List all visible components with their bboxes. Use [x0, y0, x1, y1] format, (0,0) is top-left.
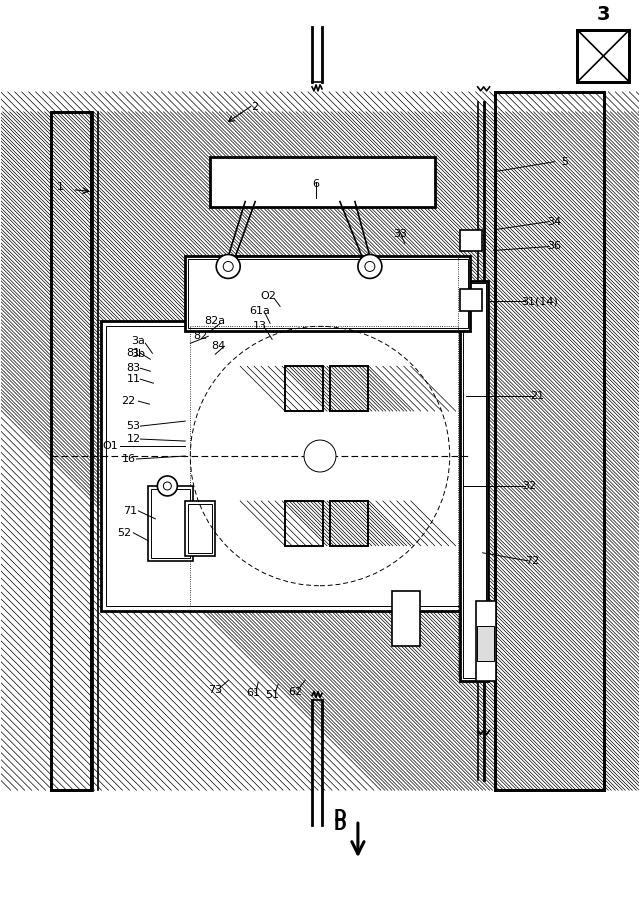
Text: 61: 61	[246, 688, 260, 698]
Bar	[330, 366, 368, 411]
Text: 82a: 82a	[205, 316, 226, 327]
Text: 32: 32	[522, 481, 536, 491]
Bar	[285, 501, 323, 545]
Circle shape	[358, 255, 382, 278]
Text: 31(14): 31(14)	[521, 296, 558, 306]
Text: 16: 16	[122, 454, 136, 464]
Text: 73: 73	[208, 686, 222, 696]
Bar	[188, 504, 212, 553]
Text: 6: 6	[312, 178, 319, 189]
Bar	[330, 366, 368, 411]
Text: 12: 12	[126, 434, 141, 444]
Bar	[392, 590, 420, 645]
Bar	[460, 290, 482, 311]
Bar	[51, 112, 90, 790]
Bar	[285, 501, 323, 545]
Bar	[495, 92, 604, 790]
Circle shape	[365, 262, 375, 272]
Text: 33: 33	[393, 229, 407, 238]
Text: 52: 52	[117, 527, 131, 538]
Bar	[51, 112, 90, 790]
Bar	[577, 30, 629, 82]
Text: D: D	[333, 809, 346, 824]
Bar	[285, 366, 323, 411]
Text: 1: 1	[57, 182, 64, 192]
Text: 53: 53	[127, 421, 140, 431]
Text: 3b: 3b	[131, 349, 145, 359]
Text: 84: 84	[211, 341, 225, 351]
Bar	[577, 30, 629, 82]
Bar	[188, 259, 468, 328]
Text: 13: 13	[253, 321, 267, 331]
Bar	[495, 92, 604, 790]
Text: 51: 51	[265, 690, 279, 700]
Circle shape	[157, 476, 177, 496]
Bar	[330, 501, 368, 545]
Text: 2: 2	[252, 102, 259, 112]
Text: 11: 11	[127, 374, 140, 384]
Text: 21: 21	[531, 392, 545, 401]
Text: 61a: 61a	[250, 306, 271, 317]
Bar	[211, 157, 435, 207]
Bar	[495, 92, 604, 790]
Bar	[152, 489, 190, 558]
Bar	[285, 366, 323, 411]
Text: O2: O2	[260, 292, 276, 302]
Text: 82: 82	[193, 331, 207, 341]
Text: 81: 81	[126, 348, 141, 358]
Bar	[460, 230, 482, 251]
Bar	[285, 501, 323, 545]
Bar	[51, 112, 90, 790]
Bar	[330, 501, 368, 545]
Circle shape	[223, 262, 233, 272]
Text: 34: 34	[547, 217, 561, 227]
Circle shape	[216, 255, 240, 278]
Text: D: D	[333, 818, 346, 833]
Text: 62: 62	[288, 688, 302, 698]
Bar	[186, 501, 215, 556]
Bar	[476, 600, 495, 680]
Text: 22: 22	[122, 396, 136, 406]
Bar	[148, 486, 193, 561]
Bar	[285, 366, 323, 411]
Text: 72: 72	[525, 556, 540, 566]
Text: 3: 3	[596, 5, 610, 24]
Bar	[330, 501, 368, 545]
Text: 71: 71	[124, 506, 138, 516]
Text: 5: 5	[561, 157, 568, 166]
Bar	[106, 327, 466, 606]
Bar	[186, 256, 470, 331]
Bar	[100, 321, 470, 611]
Text: 83: 83	[126, 364, 141, 374]
Bar	[477, 626, 493, 661]
Bar	[460, 282, 488, 680]
Circle shape	[163, 482, 172, 490]
Circle shape	[304, 440, 336, 472]
Text: 36: 36	[547, 241, 561, 251]
Text: 3a: 3a	[131, 337, 145, 347]
Text: O1: O1	[102, 441, 118, 451]
Bar	[463, 284, 486, 678]
Bar	[330, 366, 368, 411]
